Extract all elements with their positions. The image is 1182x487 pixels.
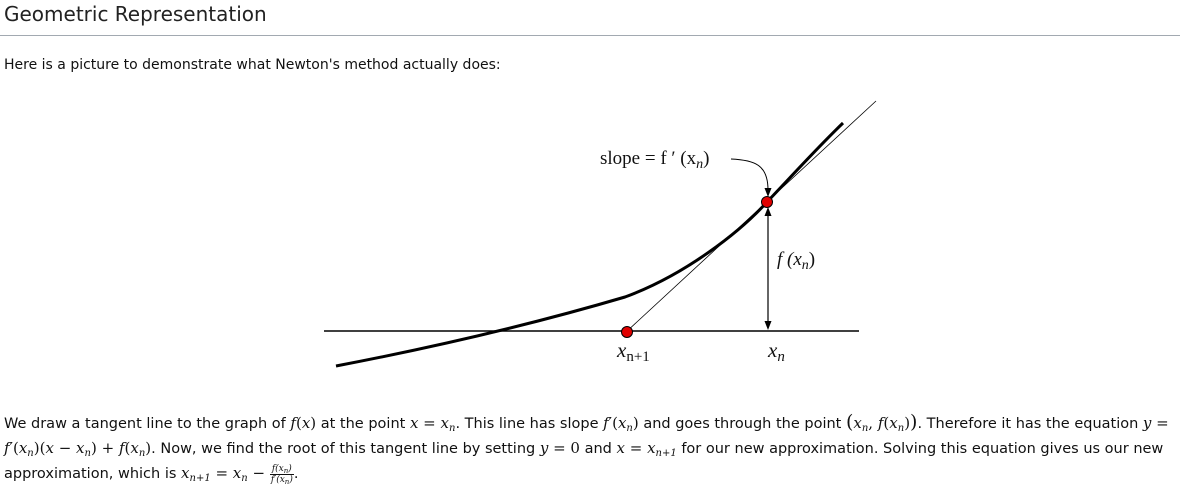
slope-pointer-arrow <box>730 158 769 191</box>
slope-label: slope = f ′ (xn) <box>600 148 709 172</box>
xn-plus-1-label: xn+1 <box>616 338 650 365</box>
point-xn-plus-1 <box>621 326 633 338</box>
function-curve <box>335 121 845 368</box>
fx-label: f (xn) <box>777 249 815 273</box>
intro-text: Here is a picture to demonstrate what Ne… <box>4 57 501 73</box>
explanation-paragraph: We draw a tangent line to the graph of f… <box>4 411 1169 486</box>
xn-label: xn <box>767 338 785 365</box>
section-title: Geometric Representation <box>4 2 267 26</box>
fx-arrow-head-bottom <box>764 321 772 330</box>
newton-update-fraction: f(xn) f′(xn) <box>269 463 294 486</box>
section-divider <box>0 35 1180 36</box>
slope-pointer-head <box>764 188 772 197</box>
fx-arrow-head-top <box>764 207 772 216</box>
point-xn-fxn <box>761 196 773 208</box>
newton-method-diagram: slope = f ′ (xn) f (xn) xn+1 xn <box>324 100 877 368</box>
